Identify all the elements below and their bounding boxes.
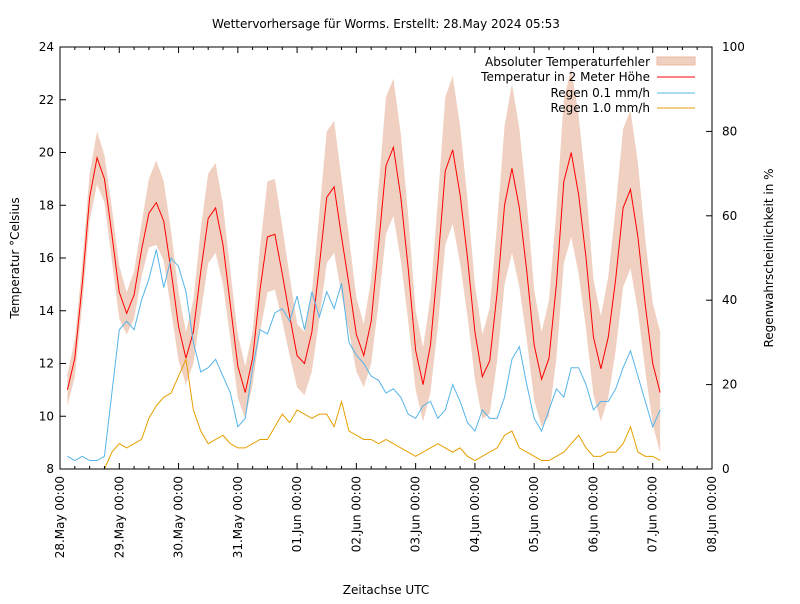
y-tick-label: 20 xyxy=(39,146,54,160)
x-tick-label: 28.May 00:00 xyxy=(53,476,67,558)
x-tick-label: 30.May 00:00 xyxy=(172,476,186,558)
legend-label-temperature: Temperatur in 2 Meter Höhe xyxy=(480,70,650,84)
y2-tick-label: 20 xyxy=(722,378,737,392)
x-tick-label: 04.Jun 00:00 xyxy=(468,476,482,552)
temperature-error-band xyxy=(67,68,661,454)
y2-tick-label: 80 xyxy=(722,124,737,138)
x-tick-label: 01.Jun 00:00 xyxy=(290,476,304,552)
x-tick-label: 02.Jun 00:00 xyxy=(349,476,363,552)
y2-tick-label: 40 xyxy=(722,293,737,307)
y-tick-label: 8 xyxy=(46,462,54,476)
y-tick-label: 18 xyxy=(39,198,54,212)
y2-axis-label: Regenwahrscheinlichkeit in % xyxy=(762,168,776,347)
legend-swatch-error xyxy=(656,56,696,66)
chart-title: Wettervorhersage für Worms. Erstellt: 28… xyxy=(212,17,560,31)
y-tick-label: 10 xyxy=(39,409,54,423)
series-line-3 xyxy=(103,357,661,470)
x-tick-label: 31.May 00:00 xyxy=(231,476,245,558)
axes: 28.May 00:00 29.May 00:00 30.May 00:00 31.M… xyxy=(39,40,745,558)
x-tick-label: 03.Jun 00:00 xyxy=(409,476,423,552)
series-line-1 xyxy=(66,145,661,393)
x-tick-label: 07.Jun 00:00 xyxy=(646,476,660,552)
y-tick-label: 16 xyxy=(39,251,54,265)
legend-label-error: Absoluter Temperaturfehler xyxy=(485,55,650,69)
y2-tick-label: 100 xyxy=(722,40,745,54)
y-tick-label: 22 xyxy=(39,93,54,107)
y2-tick-label: 60 xyxy=(722,209,737,223)
legend-label-rain-10: Regen 1.0 mm/h xyxy=(550,101,650,115)
legend-label-rain-01: Regen 0.1 mm/h xyxy=(550,86,650,100)
y-tick-label: 14 xyxy=(39,304,54,318)
legend: Absoluter Temperaturfehler Temperatur in… xyxy=(480,55,696,115)
x-tick-label: 05.Jun 00:00 xyxy=(527,476,541,552)
x-tick-label: 06.Jun 00:00 xyxy=(586,476,600,552)
series-line-2 xyxy=(67,249,661,462)
x-axis-label: Zeitachse UTC xyxy=(343,583,429,597)
y-tick-label: 24 xyxy=(39,40,54,54)
x-tick-label: 29.May 00:00 xyxy=(112,476,126,558)
y-axis-label: Temperatur °Celsius xyxy=(8,197,22,319)
plot-area xyxy=(66,68,661,470)
y-tick-label: 12 xyxy=(39,357,54,371)
x-tick-label: 08.Jun 00:00 xyxy=(705,476,719,552)
y2-tick-label: 0 xyxy=(722,462,730,476)
